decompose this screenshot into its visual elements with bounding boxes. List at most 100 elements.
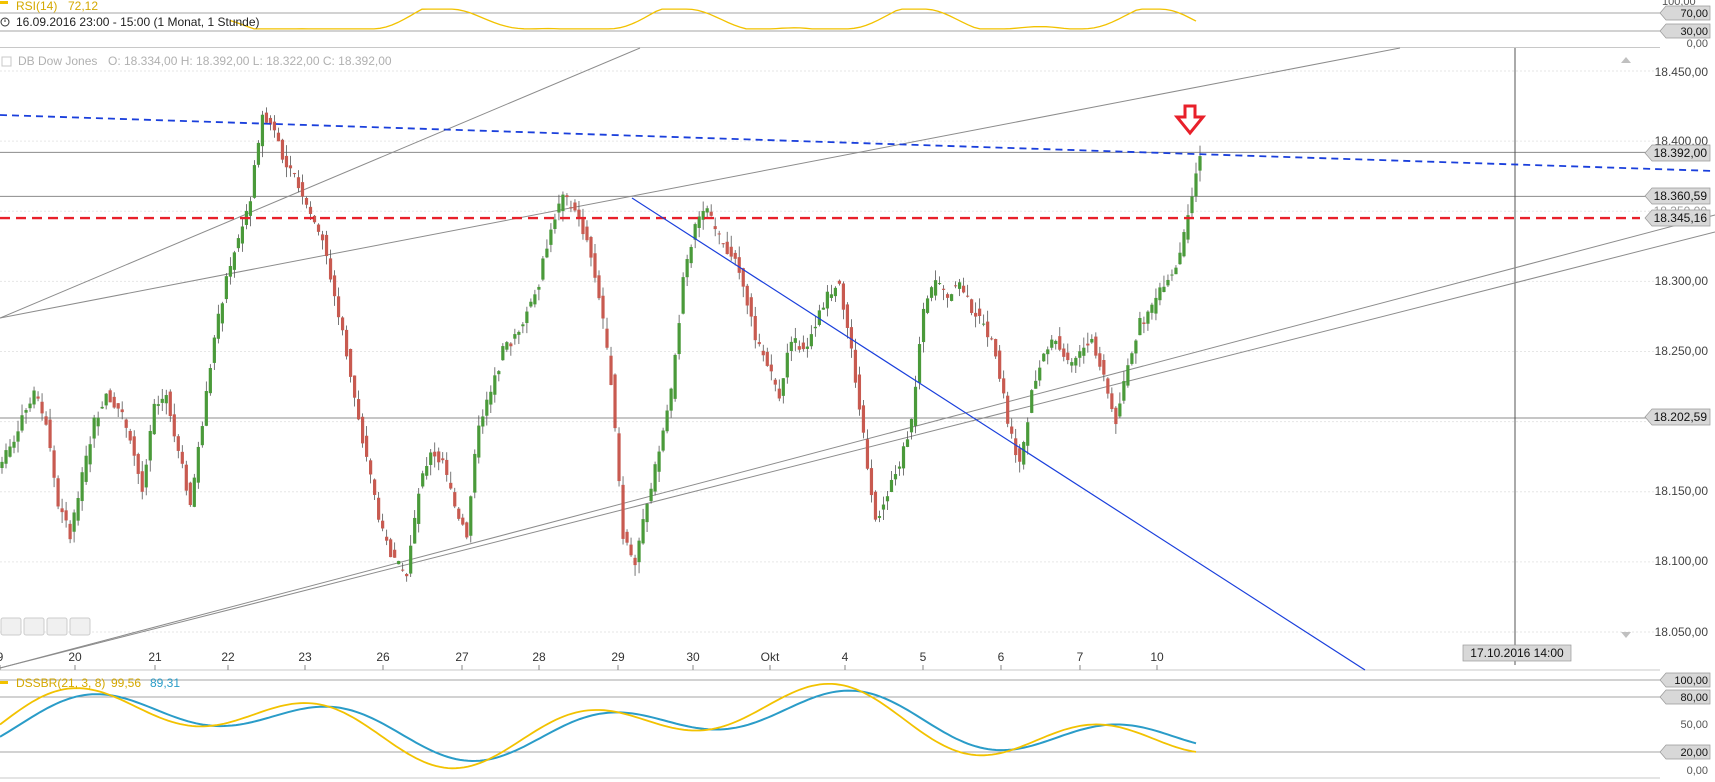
candle-body: [381, 520, 385, 529]
candle-body: [236, 238, 240, 249]
rsi-level-30-tag: [1659, 23, 1711, 39]
candle-body: [982, 323, 986, 325]
x-axis-label: 4: [842, 650, 849, 664]
candle-body: [565, 195, 569, 198]
candle-body: [1142, 322, 1146, 324]
candle-body: [136, 454, 140, 474]
candle-body: [377, 497, 381, 520]
candle-body: [272, 121, 277, 131]
candle-body: [958, 282, 962, 289]
candle-body: [312, 215, 317, 223]
candle-body: [216, 313, 220, 339]
candle-body: [689, 247, 693, 264]
rsi-value: 72,12: [68, 0, 98, 13]
price-tick-label: 18.300,00: [1655, 274, 1709, 288]
candle-body: [809, 334, 813, 347]
candle-body: [284, 155, 289, 168]
candle-body: [1110, 393, 1114, 410]
candle-body: [465, 522, 469, 538]
candle-body: [1138, 317, 1142, 336]
candle-body: [168, 391, 172, 416]
candle-body: [405, 573, 409, 577]
candle-body: [633, 557, 637, 566]
candle-body: [613, 374, 617, 429]
candle-body: [485, 399, 489, 416]
candle-body: [268, 117, 273, 125]
candle-body: [449, 482, 453, 489]
candle-body: [176, 436, 180, 451]
candle-body: [288, 165, 293, 169]
candle-body: [717, 233, 721, 235]
candle-body: [621, 484, 625, 539]
candle-body: [417, 493, 421, 524]
scroll-down-icon[interactable]: [1621, 632, 1631, 638]
candle-body: [905, 439, 910, 447]
candle-body: [733, 252, 737, 259]
candle-body: [665, 410, 669, 432]
candle-body: [1150, 304, 1154, 313]
candle-body: [160, 398, 164, 403]
candle-body: [92, 417, 96, 439]
candle-body: [553, 219, 557, 230]
candle-body: [425, 465, 429, 476]
gray-upper-trendline: [0, 47, 1401, 319]
candle-body: [990, 338, 994, 340]
candle-body: [1078, 351, 1082, 358]
candle-body: [457, 508, 461, 519]
candle-body: [300, 182, 305, 197]
candle-body: [1062, 348, 1066, 357]
candle-body: [0, 461, 4, 469]
x-axis-label: 5: [920, 650, 927, 664]
candle-body: [669, 388, 673, 411]
candle-body: [248, 201, 253, 216]
candle-body: [1158, 287, 1162, 301]
candle-body: [68, 523, 72, 540]
candle-body: [433, 451, 437, 457]
zoom-reset-icon[interactable]: [23, 617, 45, 636]
candle-body: [344, 329, 349, 357]
candle-body: [978, 308, 982, 317]
candle-body: [1154, 297, 1158, 314]
candle-body: [597, 275, 601, 299]
candle-body: [360, 416, 365, 444]
candle-body: [509, 343, 513, 347]
candle-body: [373, 479, 377, 495]
candle-body: [521, 324, 525, 327]
candle-body: [677, 323, 681, 355]
candle-body: [605, 328, 609, 348]
price-tag-close-label: 18.392,00: [1654, 146, 1708, 160]
candle-body: [208, 368, 212, 394]
candle-body: [921, 308, 926, 343]
rsi-series-line: [229, 8, 1197, 30]
candle-body: [369, 460, 373, 475]
price-tick-label: 18.050,00: [1655, 625, 1709, 639]
candle-body: [1046, 349, 1050, 355]
candle-body: [953, 285, 958, 287]
candle-body: [352, 375, 357, 398]
candle-body: [1066, 352, 1070, 361]
rsi-title: RSI(14): [16, 0, 57, 13]
dssbr-level-50-label: 50,00: [1680, 719, 1708, 731]
candle-body: [224, 276, 228, 300]
candle-body: [76, 497, 80, 521]
candle-body: [409, 545, 413, 574]
zoom-toolbar[interactable]: [0, 617, 91, 636]
zoom-in-icon[interactable]: [46, 617, 68, 636]
price-tick-label: 18.450,00: [1655, 65, 1709, 79]
price-tick-label: 18.400,00: [1655, 134, 1709, 148]
candle-body: [260, 114, 265, 147]
scroll-up-icon[interactable]: [1621, 57, 1631, 63]
scroll-icon[interactable]: [69, 617, 91, 636]
rsi-legend-swatch: [0, 1, 8, 4]
candle-body: [365, 435, 369, 457]
candle-body: [966, 295, 970, 297]
candle-body: [144, 464, 148, 488]
dssbr-level-20-label: 20,00: [1680, 747, 1708, 759]
candle-body: [549, 229, 553, 245]
candle-body: [20, 415, 24, 431]
candle-body: [72, 512, 76, 532]
candle-body: [32, 390, 36, 405]
candle-body: [505, 342, 509, 350]
x-axis-label: 30: [686, 650, 700, 664]
zoom-out-icon[interactable]: [0, 617, 22, 636]
